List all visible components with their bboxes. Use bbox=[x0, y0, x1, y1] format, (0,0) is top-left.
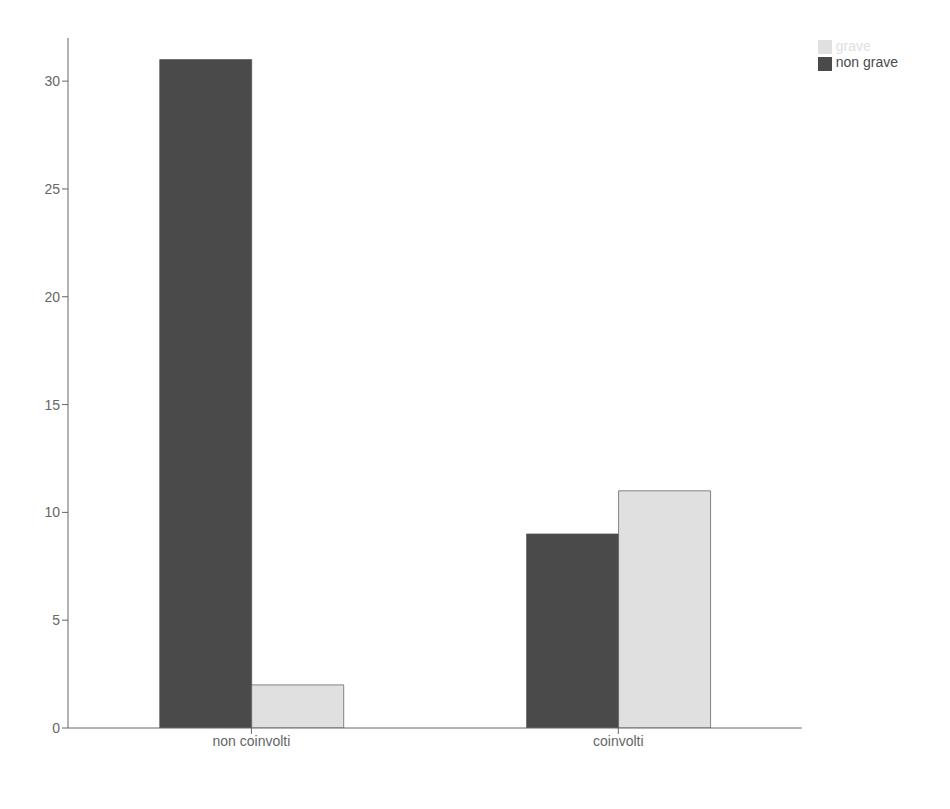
svg-text:10: 10 bbox=[44, 504, 60, 520]
html-text:grave: grave bbox=[835, 38, 871, 54]
svg-text:5: 5 bbox=[52, 612, 60, 628]
svg-text:non coinvolti: non coinvolti bbox=[213, 733, 291, 749]
svg-text:coinvolti: coinvolti bbox=[593, 733, 644, 749]
svg-text:0: 0 bbox=[52, 720, 60, 736]
svg-text:15: 15 bbox=[44, 397, 60, 413]
svg-text:30: 30 bbox=[44, 73, 60, 89]
html-text:non grave: non grave bbox=[835, 54, 898, 71]
svg-text:20: 20 bbox=[44, 289, 60, 305]
svg-text:25: 25 bbox=[44, 181, 60, 197]
